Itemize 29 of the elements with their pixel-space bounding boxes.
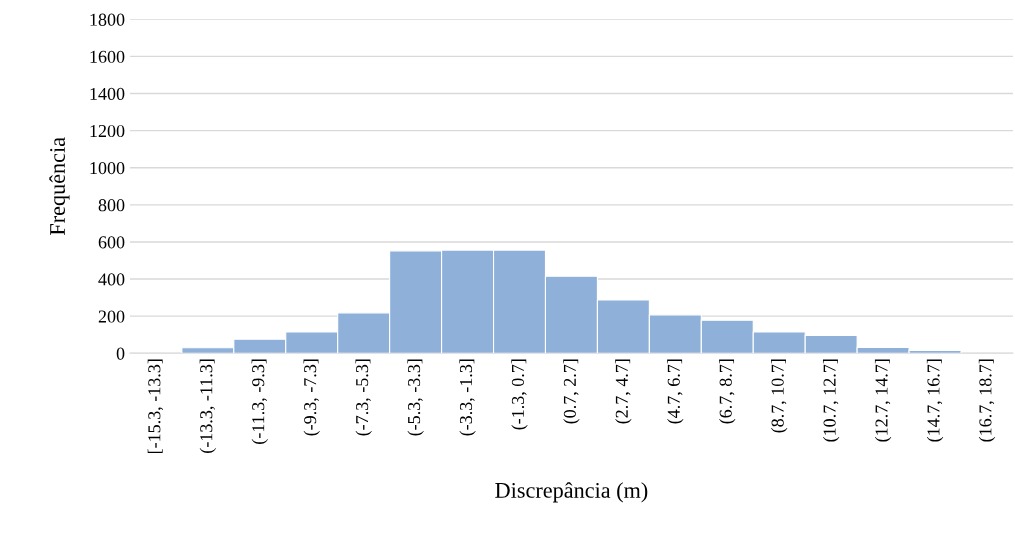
x-tick-label: [-15.3, -13.3] <box>147 359 164 454</box>
x-tick-label: (-9.3, -7.3] <box>303 359 320 436</box>
x-tick-label: (-3.3, -1.3] <box>459 359 476 436</box>
y-tick-label: 0 <box>116 347 125 360</box>
x-tick-label: (6.7, 8.7] <box>719 359 736 424</box>
x-tick-label: (12.7, 14.7] <box>874 359 892 442</box>
x-tick-label: (14.7, 16.7] <box>926 359 944 442</box>
x-tick-label: (10.7, 12.7] <box>822 359 840 442</box>
x-tick-label: (-13.3, -11.3] <box>199 359 217 453</box>
x-tick-label: (-5.3, -3.3] <box>407 359 424 436</box>
y-tick-label: 1000 <box>90 162 125 175</box>
y-tick-label: 1200 <box>90 124 125 138</box>
y-tick-label: 1600 <box>90 50 125 63</box>
x-tick-label: (-11.3, -9.3] <box>251 359 268 444</box>
y-tick-label: 1800 <box>90 13 125 26</box>
x-tick-label: (8.7, 10.7] <box>771 359 788 433</box>
y-tick-label: 1400 <box>90 87 125 100</box>
y-axis-title: Frequência <box>49 137 70 236</box>
x-tick-label: (2.7, 4.7] <box>615 359 632 424</box>
x-tick-label: (0.7, 2.7] <box>563 359 580 424</box>
x-axis-title: Discrepância (m) <box>495 482 648 503</box>
y-tick-label: 800 <box>98 199 125 212</box>
y-tick-label: 600 <box>98 236 125 249</box>
x-tick-label: (16.7, 18.7] <box>978 359 996 442</box>
y-tick-label: 200 <box>98 310 125 323</box>
y-tick-label: 400 <box>98 273 125 286</box>
x-tick-label: (-1.3, 0.7] <box>511 359 528 430</box>
x-tick-label: (4.7, 6.7] <box>667 359 684 424</box>
x-tick-label: (-7.3, -5.3] <box>355 359 372 436</box>
